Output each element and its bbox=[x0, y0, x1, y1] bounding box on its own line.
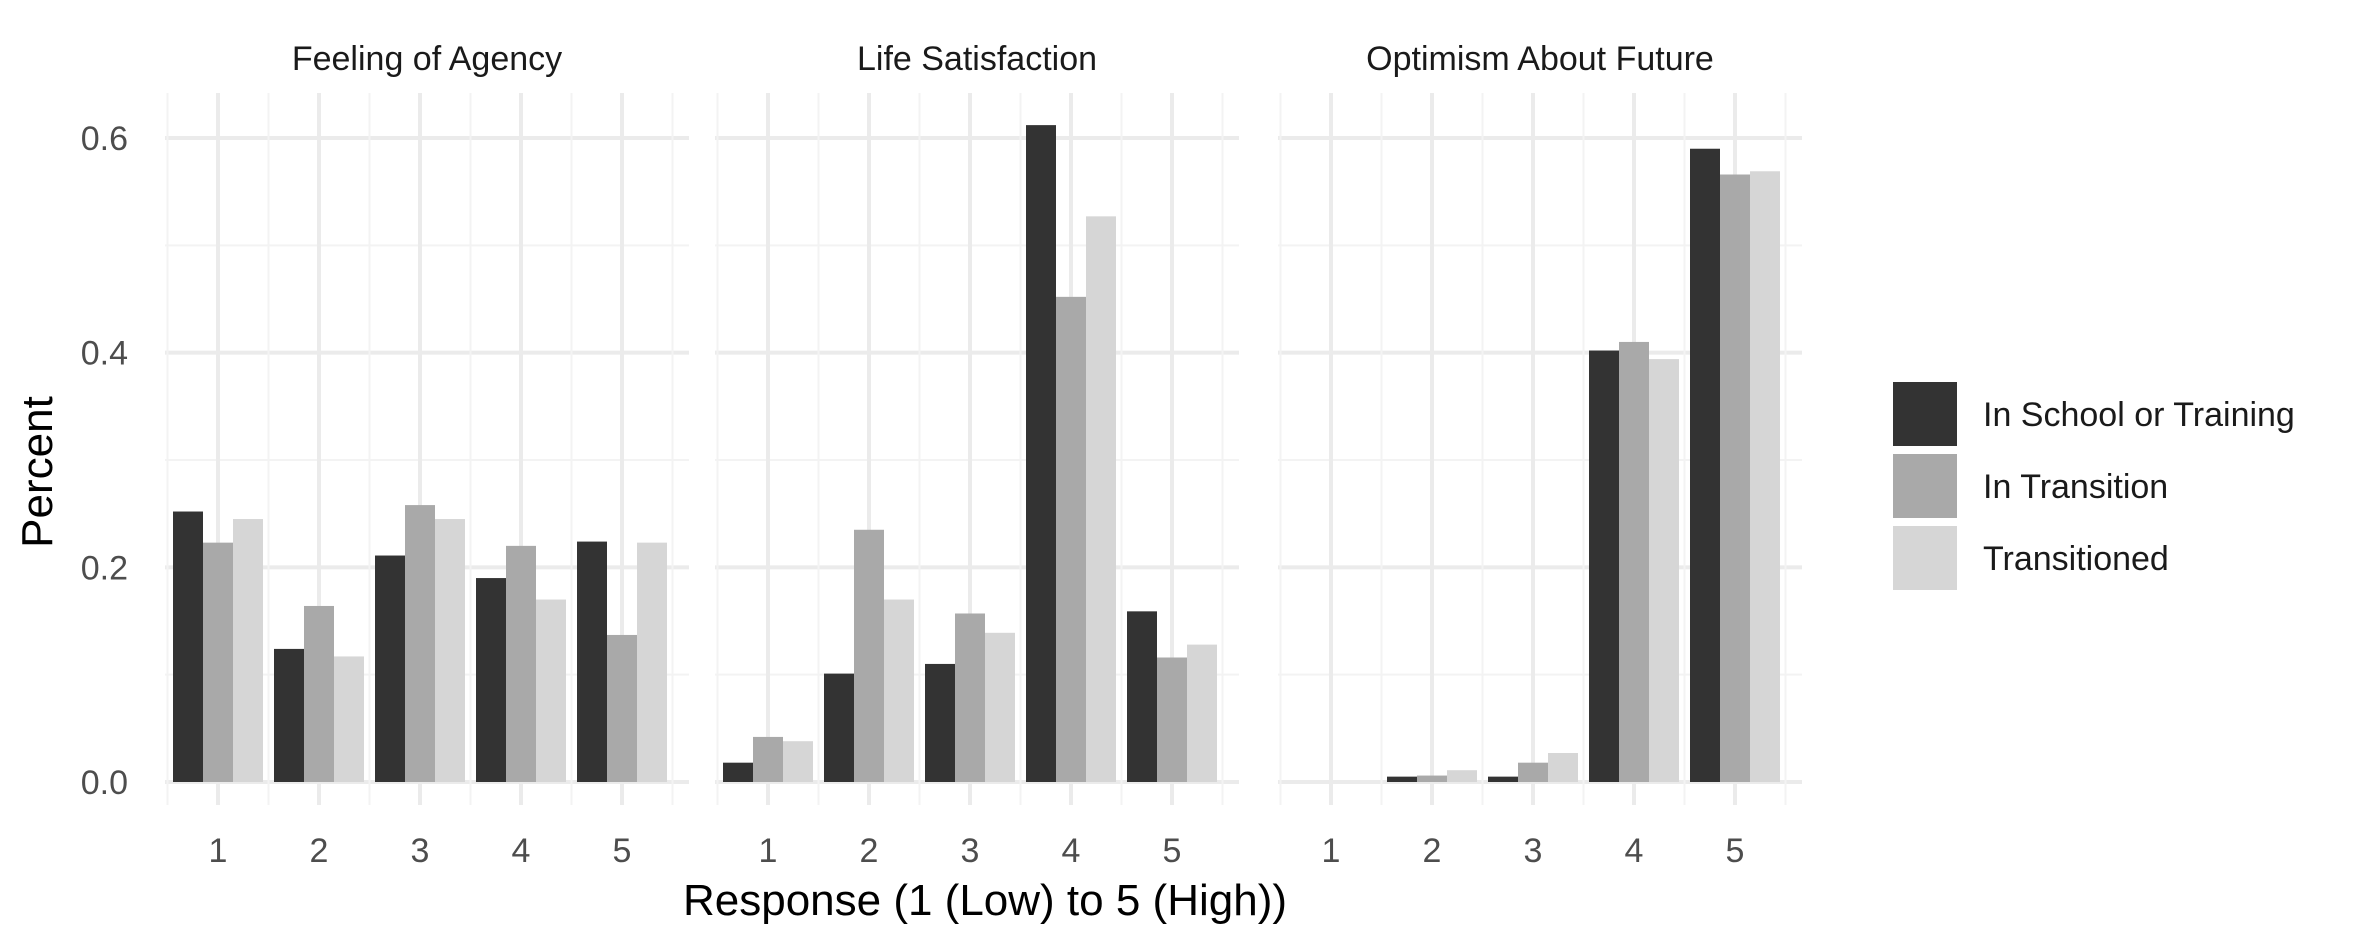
y-axis: 0.0 0.2 0.4 0.6 bbox=[81, 120, 128, 802]
legend-item: In School or Training bbox=[1893, 382, 2295, 446]
bar bbox=[506, 545, 536, 782]
x-tick-label: 3 bbox=[411, 832, 430, 870]
bar bbox=[955, 613, 985, 782]
bar bbox=[1387, 776, 1417, 782]
bar bbox=[1056, 296, 1086, 782]
bar bbox=[1589, 350, 1619, 782]
x-tick-label: 2 bbox=[310, 832, 329, 870]
bars bbox=[173, 505, 667, 782]
bar bbox=[1690, 148, 1720, 782]
bar bbox=[1619, 341, 1649, 782]
legend-label: Transitioned bbox=[1983, 540, 2169, 578]
bar bbox=[854, 529, 884, 782]
bars bbox=[1387, 148, 1780, 783]
x-tick-label: 2 bbox=[860, 832, 879, 870]
x-tick-label: 5 bbox=[613, 832, 632, 870]
legend-key bbox=[1893, 382, 1957, 446]
panel-title: Optimism About Future bbox=[1366, 40, 1714, 78]
legend-item: Transitioned bbox=[1893, 526, 2169, 590]
bar bbox=[637, 542, 667, 782]
legend-label: In Transition bbox=[1983, 468, 2168, 506]
bar bbox=[304, 605, 334, 782]
panel: Optimism About Future 1 2 3 4 5 bbox=[1278, 40, 1802, 870]
y-tick-label: 0.4 bbox=[81, 335, 128, 373]
bar bbox=[1187, 644, 1217, 782]
panel-title: Feeling of Agency bbox=[292, 40, 562, 78]
x-tick-label: 1 bbox=[1322, 832, 1341, 870]
bar bbox=[1127, 611, 1157, 782]
legend-label: In School or Training bbox=[1983, 396, 2295, 434]
bars bbox=[723, 125, 1217, 783]
panel: Life Satisfaction 1 2 3 4 5 bbox=[715, 40, 1239, 870]
x-axis-title: Response (1 (Low) to 5 (High)) bbox=[683, 876, 1287, 925]
x-tick-label: 4 bbox=[512, 832, 531, 870]
panels: Feeling of Agency 1 2 3 4 5 Life Satisfaction 1… bbox=[165, 40, 1802, 870]
x-tick-label: 2 bbox=[1423, 832, 1442, 870]
bar bbox=[173, 511, 203, 782]
legend-key bbox=[1893, 454, 1957, 518]
x-tick-label: 1 bbox=[209, 832, 228, 870]
y-tick-label: 0.6 bbox=[81, 120, 128, 158]
x-tick-label: 4 bbox=[1625, 832, 1644, 870]
x-tick-label: 3 bbox=[961, 832, 980, 870]
bar bbox=[435, 519, 465, 782]
bar bbox=[824, 673, 854, 782]
bar bbox=[1026, 125, 1056, 783]
legend-item: In Transition bbox=[1893, 454, 2168, 518]
bar bbox=[577, 541, 607, 782]
bar bbox=[375, 555, 405, 782]
bar bbox=[274, 648, 304, 782]
y-tick-label: 0.0 bbox=[81, 764, 128, 802]
bar bbox=[1649, 359, 1679, 782]
legend: In School or Training In Transition Transi… bbox=[1893, 382, 2295, 590]
legend-key bbox=[1893, 526, 1957, 590]
x-tick-label: 5 bbox=[1163, 832, 1182, 870]
bar bbox=[233, 519, 263, 782]
bar bbox=[783, 741, 813, 782]
bar bbox=[1750, 171, 1780, 783]
bar bbox=[1548, 753, 1578, 782]
bar bbox=[1086, 216, 1116, 782]
bar bbox=[925, 663, 955, 782]
bar bbox=[1518, 762, 1548, 782]
bar bbox=[536, 599, 566, 782]
bar bbox=[753, 736, 783, 782]
x-tick-label: 4 bbox=[1062, 832, 1081, 870]
panel: Feeling of Agency 1 2 3 4 5 bbox=[165, 40, 689, 870]
bar bbox=[1417, 775, 1447, 782]
bar bbox=[607, 634, 637, 782]
bar bbox=[723, 762, 753, 782]
bar bbox=[405, 505, 435, 782]
bar bbox=[985, 632, 1015, 782]
y-tick-label: 0.2 bbox=[81, 549, 128, 587]
y-axis-title: Percent bbox=[13, 396, 62, 548]
bar bbox=[334, 656, 364, 782]
bar bbox=[1720, 174, 1750, 782]
bar bbox=[476, 578, 506, 782]
bar bbox=[1157, 657, 1187, 782]
bar bbox=[884, 599, 914, 782]
panel-title: Life Satisfaction bbox=[857, 40, 1097, 78]
bar bbox=[1447, 770, 1477, 782]
x-tick-label: 5 bbox=[1726, 832, 1745, 870]
x-tick-label: 1 bbox=[759, 832, 778, 870]
bar bbox=[203, 542, 233, 782]
x-tick-label: 3 bbox=[1524, 832, 1543, 870]
bar bbox=[1488, 776, 1518, 782]
